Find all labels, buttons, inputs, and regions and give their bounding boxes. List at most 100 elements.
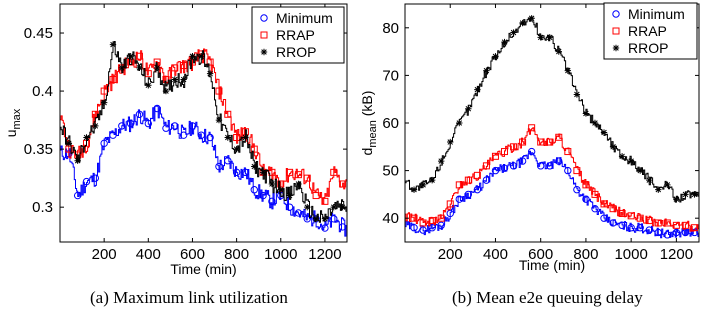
data-point-rrop <box>627 157 635 165</box>
data-point-rrop <box>465 105 472 112</box>
legend-label-rrap: RRAP <box>628 23 667 39</box>
data-point-rrop <box>312 215 320 222</box>
series-rrop <box>60 41 347 223</box>
legend-marker-rrop <box>612 44 620 52</box>
data-point-minimum <box>410 224 418 232</box>
data-point-rrap <box>312 192 320 200</box>
data-point-rrap <box>636 214 644 222</box>
data-point-rrop <box>127 53 134 60</box>
data-point-rrap <box>109 75 117 83</box>
data-point-minimum <box>91 174 100 182</box>
data-point-minimum <box>197 131 205 139</box>
data-point-rrap <box>510 143 518 151</box>
data-point-rrop <box>600 129 608 136</box>
data-point-rrop <box>242 134 249 141</box>
x-tick-label: 1000 <box>614 246 647 263</box>
data-point-rrap <box>330 168 338 176</box>
legend-label-minimum: Minimum <box>276 10 333 26</box>
data-point-rrop <box>215 116 223 124</box>
data-point-rrop <box>582 110 590 117</box>
data-point-rrop <box>492 53 499 60</box>
data-point-rrop <box>510 29 517 36</box>
data-point-minimum <box>171 122 179 130</box>
data-point-minimum <box>162 124 170 132</box>
data-point-rrop <box>321 215 329 222</box>
data-point-minimum <box>206 133 214 142</box>
data-point-rrap <box>663 219 671 227</box>
data-point-rrop <box>136 64 143 72</box>
data-point-rrop <box>691 191 698 198</box>
data-point-minimum <box>259 191 267 200</box>
data-point-minimum <box>482 176 491 184</box>
data-point-rrap <box>339 180 347 188</box>
data-point-rrap <box>555 133 563 141</box>
data-point-rrop <box>673 195 680 203</box>
y-tick-label: 0.35 <box>24 141 53 158</box>
data-point-rrop <box>109 41 117 48</box>
data-point-rrap <box>519 138 527 146</box>
data-point-rrap <box>321 197 329 205</box>
data-point-minimum <box>118 122 126 130</box>
x-tick-label: 400 <box>136 246 161 263</box>
data-point-rrop <box>224 134 231 141</box>
data-point-rrop <box>251 163 258 170</box>
data-point-minimum <box>609 219 617 227</box>
data-point-rrap <box>627 212 635 220</box>
data-point-rrap <box>206 58 214 66</box>
plot-frame <box>59 3 348 243</box>
legend-marker-rrap <box>260 31 268 39</box>
data-point-rrap <box>564 148 572 156</box>
data-point-rrap <box>681 221 689 229</box>
x-tick-label: 1200 <box>308 246 341 263</box>
legend-marker-minimum <box>260 14 268 22</box>
data-point-rrop <box>339 203 346 211</box>
data-point-rrap <box>464 176 472 184</box>
chart-panel-b: 200 400 600 800 1000 1200 40 50 60 70 80 Time (min)… <box>359 2 700 273</box>
data-point-minimum <box>618 221 626 230</box>
data-point-rrop <box>437 157 445 165</box>
data-point-rrap <box>546 138 554 146</box>
data-point-rrop <box>286 192 293 199</box>
x-tick-label: 1000 <box>264 246 297 263</box>
data-point-rrap <box>482 162 490 170</box>
data-point-rrap <box>591 190 599 198</box>
data-point-minimum <box>294 209 303 217</box>
data-point-rrap <box>294 171 302 179</box>
data-point-rrop <box>65 140 73 147</box>
data-point-rrap <box>537 138 545 146</box>
data-point-minimum <box>464 190 473 199</box>
chart-panel-a: 200 400 600 800 1000 1200 0.3 0.35 0.4 0.45 Time (… <box>3 3 348 277</box>
data-point-rrap <box>171 64 179 72</box>
data-point-rrop <box>564 67 572 74</box>
x-tick-label: 1200 <box>660 246 693 263</box>
data-point-rrap <box>250 145 258 153</box>
data-point-rrap <box>224 110 232 118</box>
data-point-rrop <box>198 53 205 60</box>
data-point-minimum <box>518 157 527 165</box>
data-point-rrop <box>555 48 562 55</box>
data-point-rrap <box>135 52 143 60</box>
data-point-minimum <box>527 147 536 156</box>
data-point-minimum <box>546 162 554 170</box>
data-point-rrop <box>591 119 599 127</box>
data-point-rrop <box>428 176 436 184</box>
data-point-rrop <box>259 169 267 176</box>
data-point-minimum <box>285 203 294 211</box>
data-point-minimum <box>224 157 232 165</box>
data-point-rrop <box>646 176 653 184</box>
data-point-minimum <box>455 195 463 203</box>
data-point-rrap <box>180 62 188 70</box>
data-point-rrop <box>118 64 126 72</box>
data-point-minimum <box>303 215 311 223</box>
data-point-minimum <box>179 131 188 139</box>
data-point-minimum <box>491 166 500 175</box>
data-point-rrop <box>573 91 581 98</box>
x-tick-label: 600 <box>528 246 553 263</box>
data-point-minimum <box>232 168 241 177</box>
data-point-minimum <box>536 162 545 170</box>
data-point-rrap <box>286 168 294 176</box>
y-tick-label: 0.4 <box>32 83 53 100</box>
